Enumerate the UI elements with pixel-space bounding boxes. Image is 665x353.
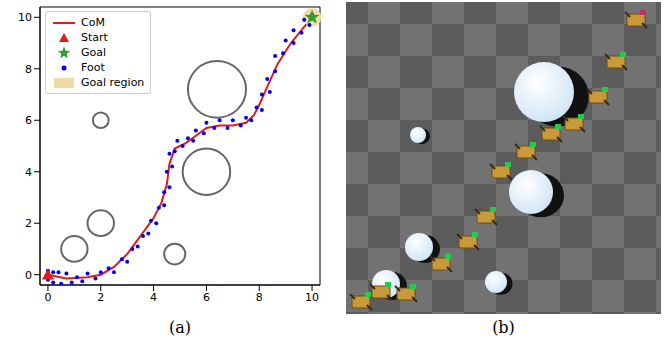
svg-text:6: 6 (25, 114, 32, 127)
svg-text:6: 6 (203, 291, 210, 304)
html-text:(a): (a) (169, 318, 191, 337)
svg-text:10: 10 (305, 291, 319, 304)
svg-text:0: 0 (44, 291, 51, 304)
svg-text:8: 8 (25, 63, 32, 76)
html-text:CoM: CoM (81, 16, 105, 29)
svg-text:2: 2 (25, 217, 32, 230)
svg-text:4: 4 (25, 166, 32, 179)
html-text:Start: Start (81, 31, 108, 44)
svg-text:10: 10 (18, 11, 32, 24)
svg-text:8: 8 (256, 291, 263, 304)
html-text:Goal region: Goal region (81, 76, 145, 89)
svg-text:4: 4 (150, 291, 157, 304)
html-text:(b): (b) (492, 318, 515, 337)
html-text:Goal: Goal (81, 46, 107, 59)
svg-text:2: 2 (97, 291, 104, 304)
html-text:Foot: Foot (81, 61, 105, 74)
svg-text:0: 0 (25, 269, 32, 282)
